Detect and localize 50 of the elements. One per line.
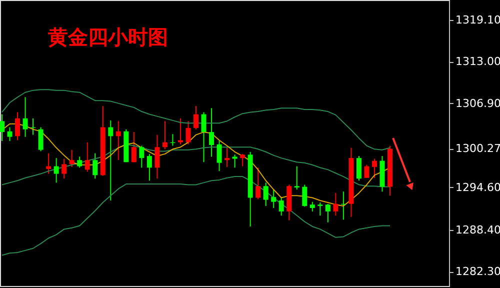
candlestick	[201, 112, 206, 163]
candlestick	[54, 158, 59, 184]
candlestick	[15, 112, 20, 141]
candlestick	[38, 126, 44, 152]
candlestick	[108, 120, 114, 201]
y-tick-label: 1288.40	[456, 223, 500, 236]
candlestick	[302, 184, 308, 208]
y-tick-label: 1294.60	[456, 180, 500, 194]
candlestick	[162, 120, 168, 150]
candlestick	[216, 140, 222, 172]
candlestick	[69, 149, 74, 168]
candlestick	[46, 152, 52, 174]
candlestick	[232, 154, 238, 168]
candlestick	[278, 196, 284, 216]
candlestick	[178, 118, 183, 145]
y-tick-label: 1306.90	[456, 96, 500, 110]
candlestick	[22, 96, 28, 138]
candlestick	[224, 147, 230, 168]
candlestick	[77, 156, 82, 168]
candlestick	[294, 166, 300, 190]
candlestick	[194, 106, 198, 130]
candlestick	[356, 156, 362, 182]
candlestick	[209, 108, 214, 158]
candlestick	[333, 192, 338, 216]
candlestick	[240, 153, 246, 167]
candlestick	[116, 120, 121, 161]
candlestick	[318, 202, 323, 216]
candlestick	[263, 182, 268, 206]
y-tick-label: 1300.27	[456, 142, 500, 156]
y-tick-label: 1313.00	[456, 55, 500, 68]
candlestick	[131, 132, 136, 163]
y-tick-label: 1319.10	[456, 13, 500, 26]
text: 黄金四小时图	[47, 25, 168, 49]
candlestick	[186, 120, 191, 145]
candlestick	[146, 153, 152, 182]
candlestick	[84, 142, 90, 172]
candlestick	[0, 114, 4, 142]
line-series	[2, 176, 390, 256]
candlestick	[364, 164, 370, 178]
candlestick	[256, 167, 261, 200]
candlestick	[92, 152, 98, 180]
candlestick	[7, 126, 12, 142]
candlestick	[372, 158, 377, 178]
candlestick	[325, 203, 330, 223]
candlestick	[271, 189, 276, 208]
candlestick	[310, 201, 315, 212]
candlestick	[62, 158, 67, 180]
candlestick	[139, 145, 144, 168]
y-tick-label: 1282.30	[456, 265, 500, 278]
candlestick	[154, 134, 160, 180]
